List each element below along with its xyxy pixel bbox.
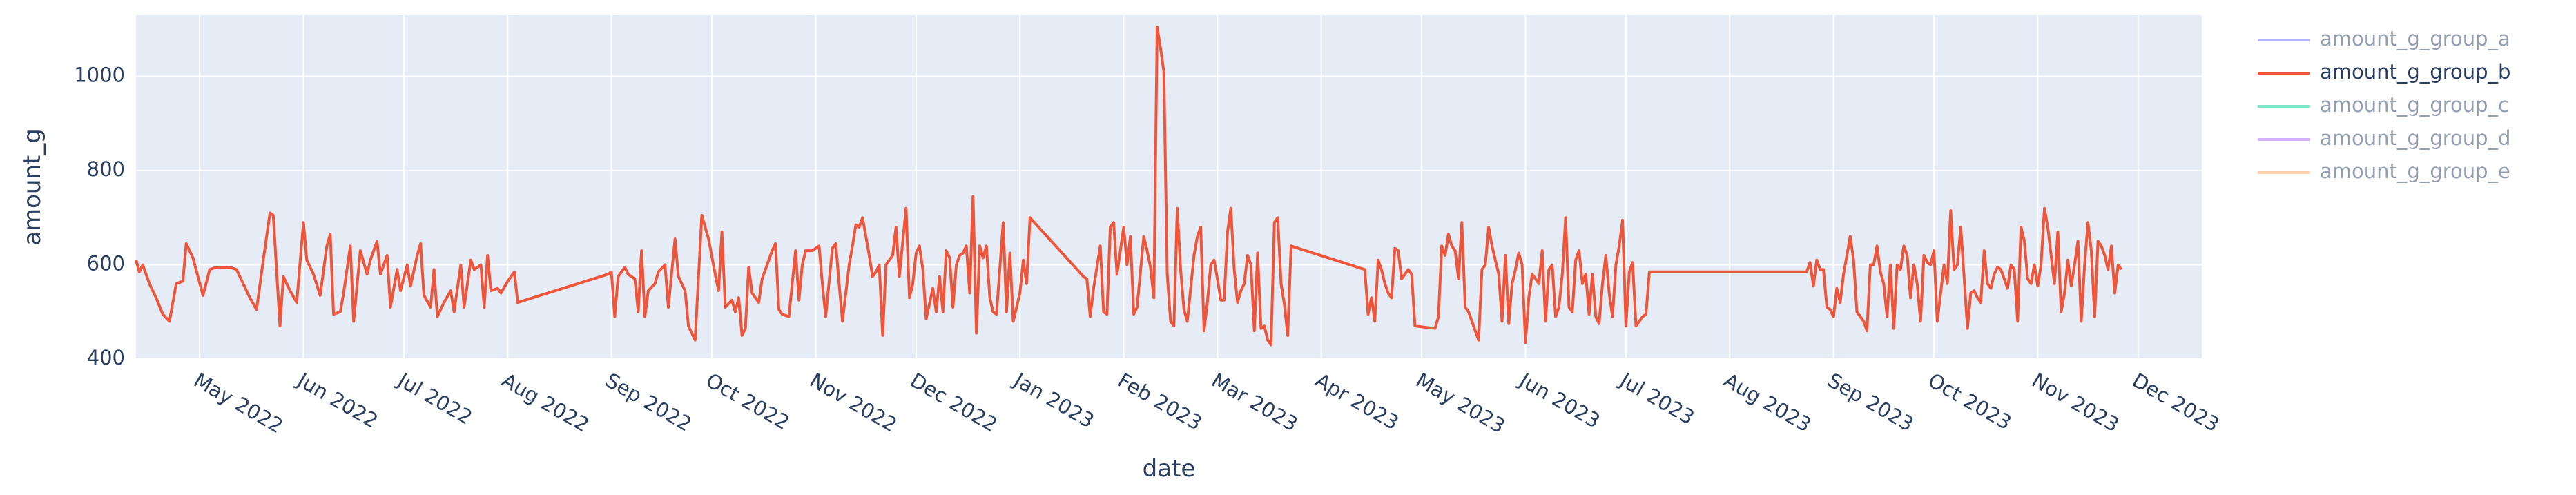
legend-item-amount_g_group_b[interactable]: amount_g_group_b [2258, 60, 2510, 84]
x-axis-title: date [1143, 455, 1196, 483]
y-tick-labels: 400 600 800 1000 [74, 64, 125, 369]
x-tick-label: May 2022 [190, 368, 287, 438]
x-gridlines [199, 15, 2139, 359]
x-tick-label: Sep 2023 [1823, 368, 1917, 436]
x-tick-label: Nov 2022 [806, 368, 901, 436]
legend-item-amount_g_group_e[interactable]: amount_g_group_e [2258, 159, 2510, 183]
legend-item-amount_g_group_c[interactable]: amount_g_group_c [2258, 93, 2509, 117]
x-tick-label: Feb 2023 [1114, 368, 1205, 435]
y-tick-label: 800 [87, 157, 125, 181]
y-axis-title: amount_g [19, 128, 46, 246]
x-tick-label: Dec 2022 [907, 368, 1001, 436]
x-tick-label: Sep 2022 [601, 368, 695, 436]
x-tick-label: Aug 2023 [1720, 368, 1815, 436]
x-tick-label: Jun 2023 [1514, 367, 1604, 433]
x-tick-label: Aug 2022 [498, 368, 593, 436]
legend-label: amount_g_group_a [2320, 27, 2510, 50]
series-layer [135, 26, 2123, 347]
x-tick-label: Jun 2022 [292, 367, 382, 433]
x-tick-label: Nov 2023 [2028, 368, 2123, 436]
y-tick-label: 400 [87, 346, 125, 369]
x-tick-label: Jul 2023 [1615, 367, 1698, 429]
x-tick-label: Jul 2022 [393, 367, 476, 429]
legend[interactable]: amount_g_group_a amount_g_group_b amount_g… [2258, 27, 2510, 183]
y-tick-label: 600 [87, 252, 125, 275]
legend-item-amount_g_group_d[interactable]: amount_g_group_d [2258, 126, 2510, 150]
legend-label: amount_g_group_d [2320, 126, 2510, 150]
x-tick-label: Jan 2023 [1009, 367, 1098, 432]
y-tick-label: 1000 [74, 64, 125, 87]
x-tick-label: May 2023 [1412, 368, 1509, 438]
x-tick-label: Mar 2023 [1208, 368, 1301, 436]
x-tick-label: Dec 2023 [2129, 368, 2223, 436]
legend-label: amount_g_group_e [2320, 159, 2510, 183]
x-tick-label: Apr 2023 [1311, 368, 1402, 434]
legend-label: amount_g_group_b [2320, 60, 2510, 84]
series-line-amount_g_group_b [135, 26, 2123, 347]
x-tick-label: Oct 2022 [702, 368, 793, 434]
legend-label: amount_g_group_c [2320, 93, 2509, 117]
legend-item-amount_g_group_a[interactable]: amount_g_group_a [2258, 27, 2510, 50]
x-tick-label: Oct 2023 [1924, 368, 2015, 434]
x-tick-labels: May 2022 Jun 2022 Jul 2022 Aug 2022 Sep 2022… [190, 367, 2223, 438]
